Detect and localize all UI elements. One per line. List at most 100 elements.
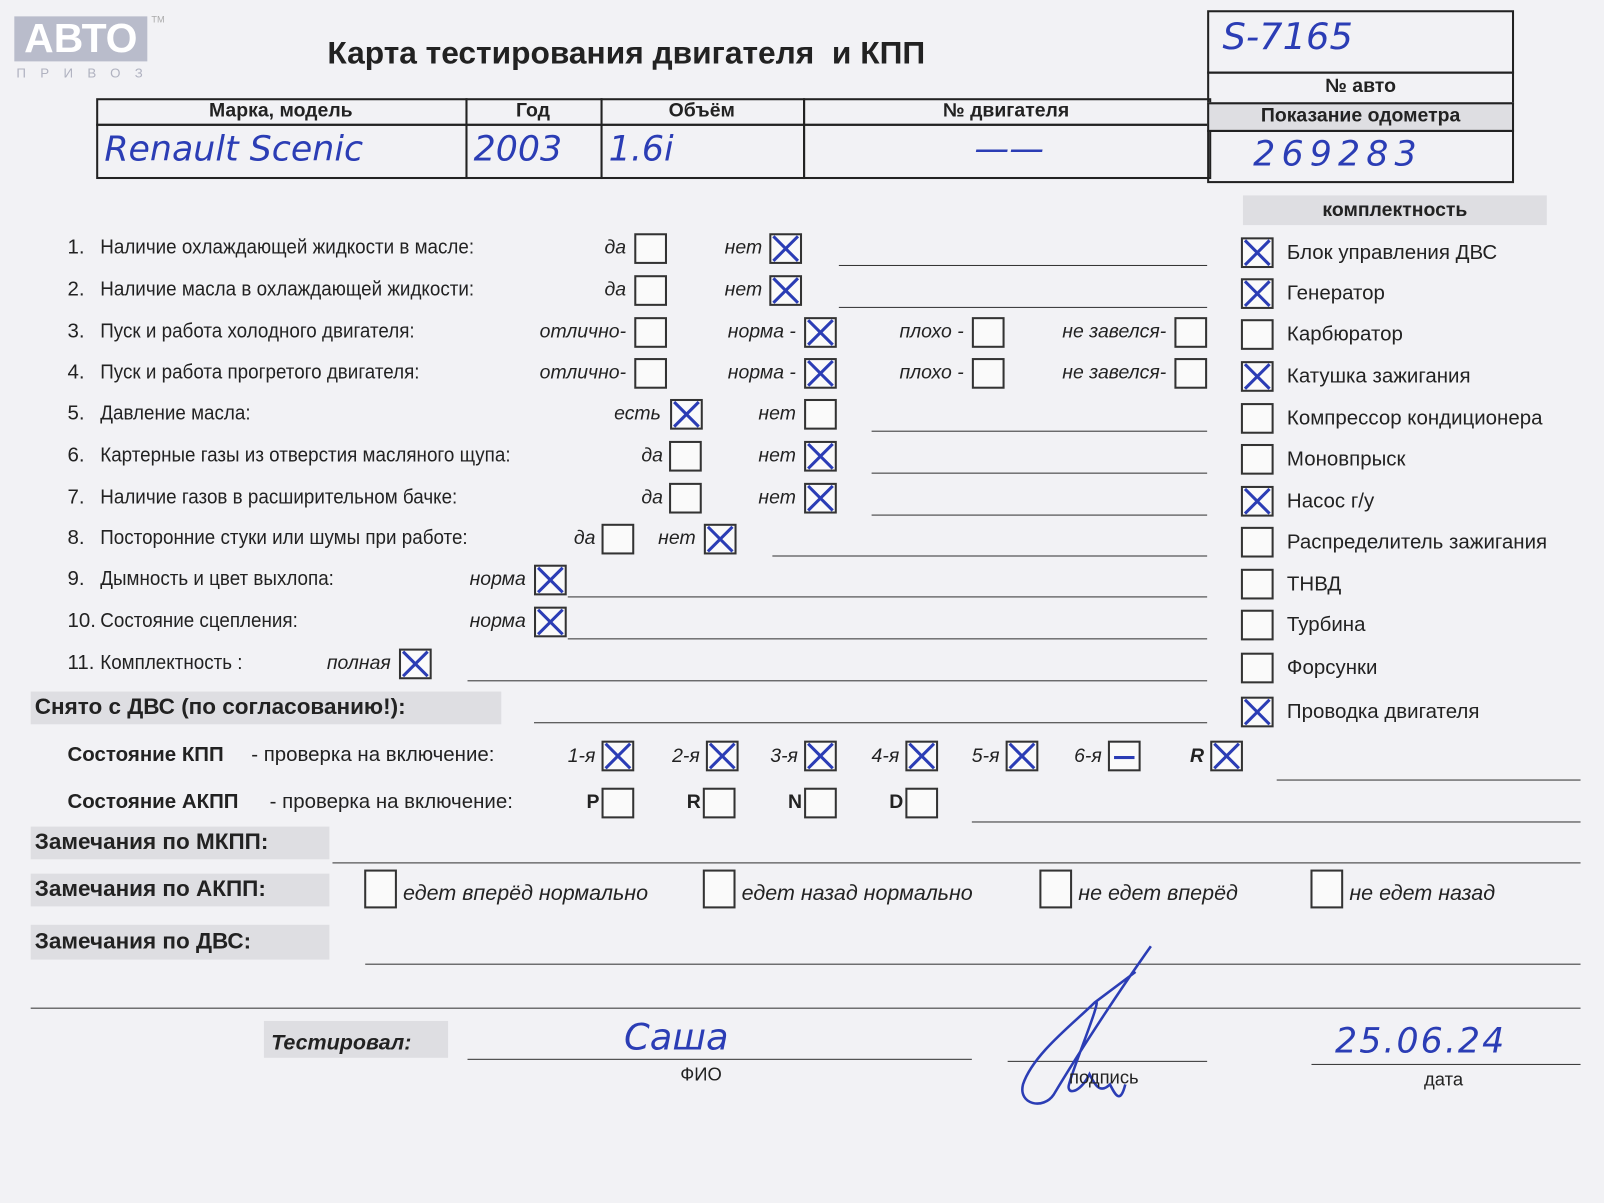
completeness-checkbox[interactable] [1240, 568, 1274, 600]
checkbox-7-1[interactable] [804, 482, 837, 514]
item-label: Картерные газы из отверстия масляного щу… [100, 443, 511, 467]
gear-checkbox[interactable] [1005, 740, 1039, 772]
option-label: да [604, 237, 627, 259]
mode-label: P [586, 791, 600, 814]
checkbox-3-2[interactable] [971, 317, 1005, 348]
mode-checkbox[interactable] [804, 787, 837, 819]
remark-label-bg [30, 826, 330, 860]
completeness-title: комплектность [1242, 195, 1547, 226]
mode-checkbox[interactable] [601, 787, 635, 819]
completeness-checkbox[interactable] [1240, 609, 1274, 641]
gear-checkbox[interactable] [804, 740, 837, 772]
akpp-remark-checkbox[interactable] [702, 869, 736, 909]
checkbox-4-1[interactable] [804, 358, 837, 389]
gear-checkbox[interactable] [1210, 740, 1243, 772]
completeness-item-label: Компрессор кондиционера [1286, 407, 1543, 430]
checkbox-6-0[interactable] [669, 440, 702, 472]
remark-line [838, 264, 1208, 266]
option-label: плохо - [899, 321, 964, 343]
gear-checkbox[interactable] [705, 740, 739, 772]
completeness-checkbox[interactable] [1240, 278, 1274, 309]
completeness-checkbox[interactable] [1240, 443, 1274, 475]
akpp-remark-label: едет вперёд нормально [403, 881, 649, 906]
checkbox-2-0[interactable] [634, 275, 667, 306]
name-line [467, 1058, 972, 1060]
checkbox-4-3[interactable] [1174, 358, 1208, 389]
completeness-item-label: Блок управления ДВС [1286, 241, 1498, 264]
option-label: нет [724, 237, 763, 259]
checkbox-11-0[interactable] [398, 648, 432, 680]
option-label: есть [614, 403, 661, 425]
checkbox-1-1[interactable] [769, 233, 803, 264]
mode-checkbox[interactable] [702, 787, 736, 819]
checkbox-3-1[interactable] [804, 317, 837, 348]
gear-checkbox[interactable] [601, 740, 635, 772]
item-label: Состояние сцепления: [100, 609, 298, 633]
checkbox-7-0[interactable] [669, 482, 702, 514]
remark-line [567, 638, 1208, 640]
checkbox-4-2[interactable] [971, 358, 1005, 389]
item-label: Наличие газов в расширительном бачке: [100, 485, 458, 509]
item-number: 5. [67, 402, 85, 425]
completeness-checkbox[interactable] [1240, 237, 1274, 269]
item-label: Наличие охлаждающей жидкости в масле: [100, 236, 475, 259]
option-label: нет [758, 445, 796, 467]
signature-line [1007, 1060, 1208, 1062]
odometer-value: 269283 [1253, 134, 1423, 175]
option-label: норма [469, 568, 526, 591]
gear-checkbox[interactable] [905, 740, 939, 772]
checkbox-6-1[interactable] [804, 440, 837, 472]
completeness-checkbox[interactable] [1240, 485, 1274, 517]
table-value-cell [803, 123, 1212, 180]
checkbox-1-0[interactable] [634, 233, 667, 264]
akpp-remark-checkbox[interactable] [1039, 869, 1073, 909]
option-label: не завелся- [1062, 362, 1167, 384]
table-value: —— [974, 128, 1044, 170]
option-label: норма - [727, 321, 796, 343]
completeness-item-label: Моновпрыск [1286, 448, 1406, 471]
gear-label: 3-я [770, 745, 798, 768]
akpp-remark-checkbox[interactable] [364, 869, 397, 909]
item-number: 3. [67, 320, 85, 343]
option-label: да [573, 527, 596, 550]
checkbox-9-0[interactable] [534, 564, 567, 596]
logo-subtitle: ПРИВОЗ [16, 65, 158, 81]
date-line [1311, 1063, 1581, 1065]
option-label: нет [724, 279, 763, 301]
item-label: Дымность и цвет выхлопа: [100, 567, 334, 591]
item-number: 4. [67, 361, 85, 384]
akpp-remark-checkbox[interactable] [1310, 869, 1344, 909]
completeness-item-label: ТНВД [1286, 572, 1342, 596]
gear-label: 2-я [672, 745, 700, 768]
checkbox-5-0[interactable] [670, 398, 703, 430]
completeness-checkbox[interactable] [1240, 696, 1274, 728]
remark-line [467, 680, 1208, 682]
checkbox-3-3[interactable] [1174, 317, 1208, 348]
completeness-item-label: Генератор [1286, 282, 1385, 305]
gear-label: 4-я [871, 745, 900, 768]
checkbox-4-0[interactable] [634, 358, 667, 389]
item-number: 11. [67, 651, 95, 675]
item-label: Посторонние стуки или шумы при работе: [100, 526, 468, 550]
checkbox-8-0[interactable] [601, 523, 635, 555]
item-number: 7. [67, 485, 85, 509]
completeness-checkbox[interactable] [1240, 652, 1274, 684]
completeness-item-label: Насос г/у [1286, 490, 1375, 513]
remark-line [871, 430, 1208, 432]
completeness-checkbox[interactable] [1240, 361, 1274, 392]
checkbox-10-0[interactable] [534, 606, 567, 638]
completeness-checkbox[interactable] [1240, 403, 1274, 434]
gear-checkbox[interactable] [1107, 740, 1141, 772]
checkbox-2-1[interactable] [769, 275, 803, 306]
checkbox-8-1[interactable] [703, 523, 737, 555]
checkbox-5-1[interactable] [804, 398, 837, 430]
completeness-checkbox[interactable] [1240, 319, 1274, 350]
remark-line [871, 472, 1208, 474]
option-label: нет [758, 403, 796, 425]
mode-checkbox[interactable] [905, 787, 939, 819]
checkbox-3-0[interactable] [634, 317, 667, 348]
gear-label: 1-я [567, 745, 596, 768]
item-label: Наличие масла в охлаждающей жидкости: [100, 278, 475, 301]
completeness-item-label: Проводка двигателя [1286, 700, 1480, 724]
completeness-checkbox[interactable] [1240, 526, 1274, 558]
